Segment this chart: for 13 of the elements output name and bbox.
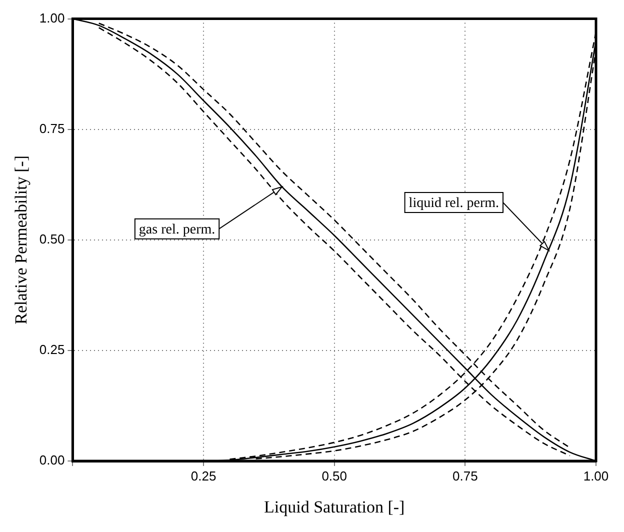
annotation: liquid rel. perm. bbox=[408, 196, 500, 212]
x-tick-label: 0.25 bbox=[190, 468, 216, 484]
annotation: gas rel. perm. bbox=[138, 222, 216, 238]
y-tick-label: 0.50 bbox=[39, 231, 65, 246]
x-tick-label: 0.50 bbox=[322, 468, 348, 484]
x-tick-label: 0.75 bbox=[452, 468, 478, 484]
x-tick-label: 1.00 bbox=[583, 468, 609, 484]
y-tick-label: 0.25 bbox=[39, 342, 65, 358]
x-axis-title: Liquid Saturation [-] bbox=[264, 497, 405, 516]
y-tick-label: 1.00 bbox=[39, 10, 65, 26]
y-tick-label: 0.75 bbox=[39, 120, 65, 136]
y-axis-title: Relative Permeability [-] bbox=[12, 155, 31, 324]
y-tick-label: 0.00 bbox=[39, 452, 65, 468]
